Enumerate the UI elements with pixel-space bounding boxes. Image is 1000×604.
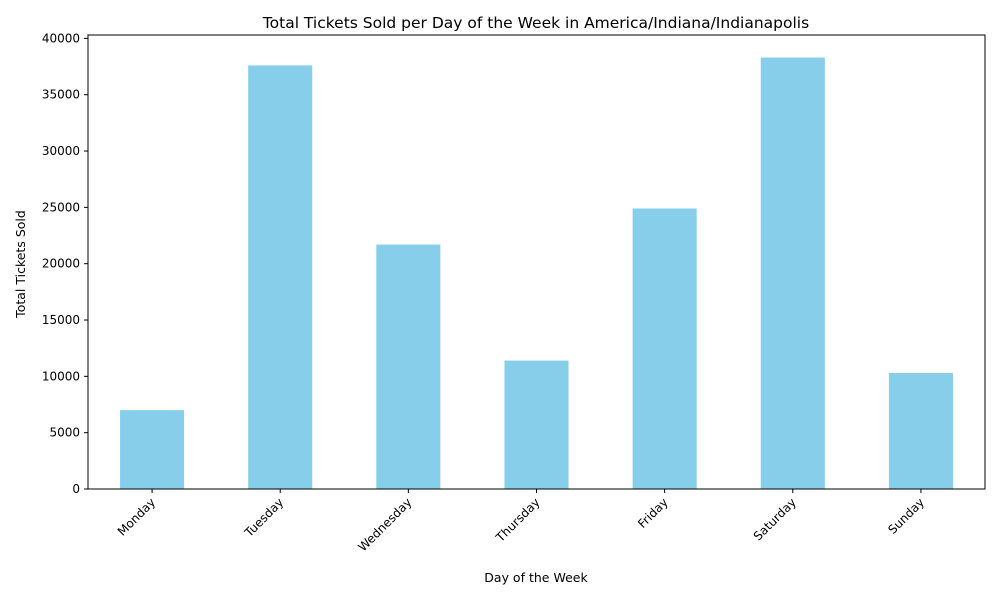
x-tick-label-sunday: Sunday <box>885 495 927 537</box>
y-tick-label: 25000 <box>42 200 80 214</box>
x-tick-label-tuesday: Tuesday <box>241 495 286 540</box>
bar-sunday <box>888 372 953 489</box>
x-tick-label-monday: Monday <box>115 495 158 538</box>
x-tick-label-saturday: Saturday <box>751 495 799 543</box>
y-tick-label: 0 <box>72 482 80 496</box>
bar-wednesday <box>376 244 441 489</box>
y-tick-label: 20000 <box>42 257 80 271</box>
plot-frame <box>87 34 986 490</box>
y-tick-label: 10000 <box>42 369 80 383</box>
bar-tuesday <box>248 65 313 489</box>
y-tick-label: 40000 <box>42 31 80 45</box>
x-tick-label-friday: Friday <box>635 495 671 531</box>
x-tick-label-thursday: Thursday <box>493 495 543 545</box>
y-tick-label: 5000 <box>49 426 80 440</box>
y-tick-label: 35000 <box>42 88 80 102</box>
x-axis-label: Day of the Week <box>484 570 588 585</box>
bar-thursday <box>504 360 569 489</box>
plot-area: 0 5000 10000 15000 20000 25000 30000 35000 40000… <box>42 31 986 554</box>
chart-title: Total Tickets Sold per Day of the Week i… <box>262 14 809 32</box>
bar-friday <box>632 208 697 489</box>
bar-monday <box>120 410 185 489</box>
y-tick-label: 30000 <box>42 144 80 158</box>
y-axis-label: Total Tickets Sold <box>13 210 28 319</box>
y-tick-label: 15000 <box>42 313 80 327</box>
x-tick-label-wednesday: Wednesday <box>355 495 414 554</box>
bar-saturday <box>760 57 825 490</box>
